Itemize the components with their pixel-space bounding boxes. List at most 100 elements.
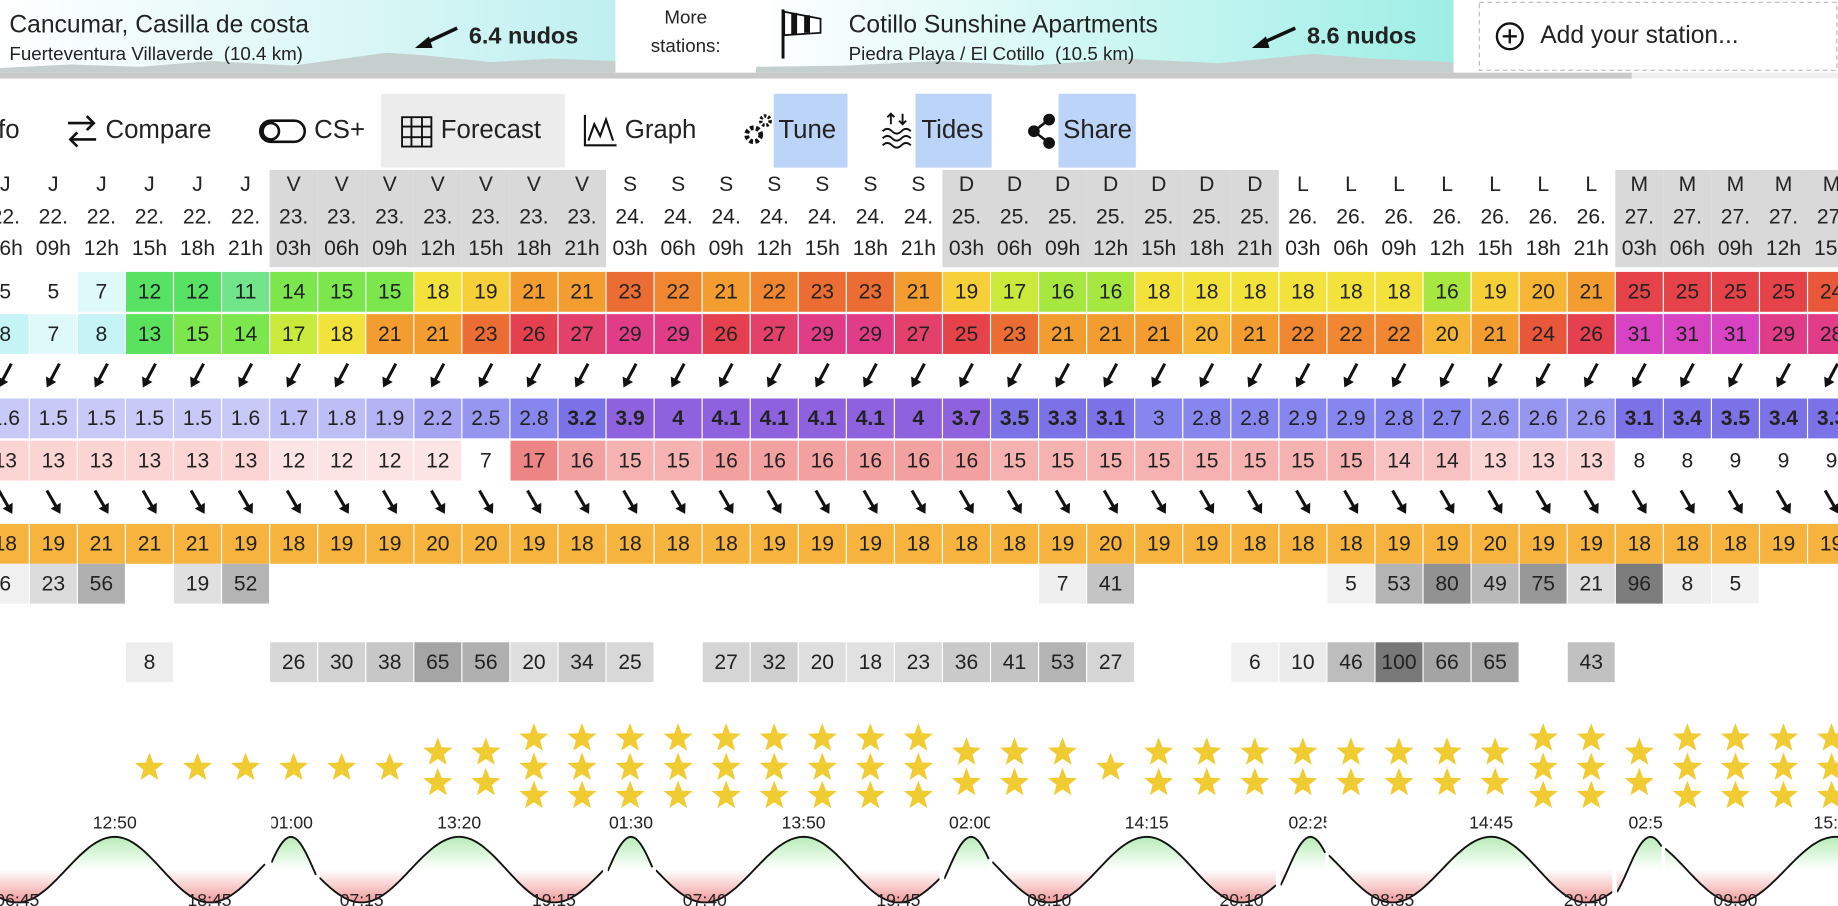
date-label: 27. [1721,206,1750,229]
cell-value: 6 [0,572,11,595]
cell-bg [1231,523,1279,564]
header-cell-bg [1086,169,1135,268]
cell-value: 2.6 [1577,407,1606,430]
cell-value: 23 [42,572,65,595]
cell-value: 21 [1051,323,1074,346]
star [1432,767,1462,796]
direction-arrow [862,489,878,514]
direction-arrow [1631,362,1647,388]
day-label: M [1631,173,1649,196]
station-location: Fuerteventura Villaverde (10.4 km) [9,43,303,64]
cell-bg [991,642,1038,683]
cell-value: 18 [907,533,930,556]
arrow-shaft [1150,489,1164,509]
cell-value: 1.5 [87,407,116,430]
tab-label[interactable]: Forecast [441,116,541,144]
cell-bg [606,523,654,564]
tide-chart: 06:45 12:50 18:45 01:00 07:15 13:20 19:15 01:30… [0,813,1838,906]
arrow-head [242,502,253,514]
tab-label[interactable]: Share [1063,116,1132,144]
arrow-head [771,502,782,514]
arrow-head [435,502,446,514]
arrow-head [98,502,109,514]
star-rating [134,752,164,781]
toggle-icon [258,119,307,144]
tide-area [0,836,265,903]
arrow-shaft [1730,362,1743,382]
tab-label[interactable]: Info [0,116,20,144]
direction-arrow [430,362,446,388]
direction-arrow [1103,362,1119,388]
cell-bg [1471,563,1519,604]
star-rating [1336,737,1366,796]
scroll-thumb[interactable] [0,72,1632,79]
cell-bg [606,271,654,312]
cell-bg [1375,271,1423,312]
arrow-shaft [1490,362,1503,382]
cell-bg [1760,398,1807,439]
direction-arrow [190,362,205,388]
cell-bg [558,271,606,312]
arrow-shaft [1682,362,1695,382]
cell-value: 5 [47,281,59,304]
day-label: V [431,173,445,196]
arrow-shaft [1778,362,1791,382]
cell-value: 20 [522,651,545,674]
tide-time: 12:50 [93,813,137,833]
cell-value: 7 [1057,572,1069,595]
cell-bg [1327,398,1375,439]
hour-label: 03h [612,237,647,260]
station-card[interactable]: Cotillo Sunshine Apartments Piedra Playa… [756,0,1454,73]
tab-label[interactable]: Tune [778,116,836,144]
tide-area [944,836,989,880]
cell-bg [1327,563,1375,604]
cell-value: 21 [907,281,930,304]
cell-bg [894,440,942,481]
arrow-head [1007,376,1018,388]
cell-value: 2.5 [471,407,500,430]
tab-label[interactable]: Tides [921,116,983,144]
cell-value: 12 [138,281,161,304]
cell-bg [318,523,366,564]
station-card[interactable]: Cancumar, Casilla de costa Fuerteventura… [0,0,616,73]
arrow-shaft [144,362,157,382]
header-cell-bg [1807,169,1838,268]
hour-label: 18h [853,237,888,260]
date-label: 22. [39,206,68,229]
date-label: 22. [231,206,260,229]
cell-value: 21 [1580,281,1603,304]
tab-label[interactable]: Compare [105,116,211,144]
cell-bg [1039,440,1087,481]
header-cell-bg [990,169,1039,268]
station-location: Piedra Playa / El Cotillo (10.5 km) [849,43,1135,64]
star [807,752,837,781]
cell-value: 19 [234,533,257,556]
direction-arrow [1055,362,1070,388]
arrow-shaft [96,362,109,382]
hour-label: 03h [276,237,311,260]
cell-value: 19 [522,533,545,556]
header-cell-bg [1134,169,1183,268]
header-cell-bg [269,169,318,268]
arrow-head [1684,502,1695,514]
direction-arrow [1295,362,1311,388]
cell-bg [750,398,798,439]
cell-bg [1231,440,1279,481]
date-label: 26. [1384,206,1413,229]
hour-label: 12h [420,237,455,260]
cell-value: 2.7 [1432,407,1461,430]
tab-label[interactable]: CS+ [314,116,365,144]
arrow-shaft [189,489,203,509]
cell-bg [1423,523,1471,564]
cell-bg [462,271,510,312]
cell-bg [702,314,750,354]
star-rating [1576,723,1606,809]
add-station-button[interactable]: Add your station... [1478,1,1838,71]
tab-label[interactable]: Graph [625,116,697,144]
cell-value: 21 [90,533,113,556]
star [1096,752,1126,781]
cell-value: 13 [1580,449,1603,472]
cell-value: 5 [0,281,11,304]
cell-bg [77,271,125,312]
